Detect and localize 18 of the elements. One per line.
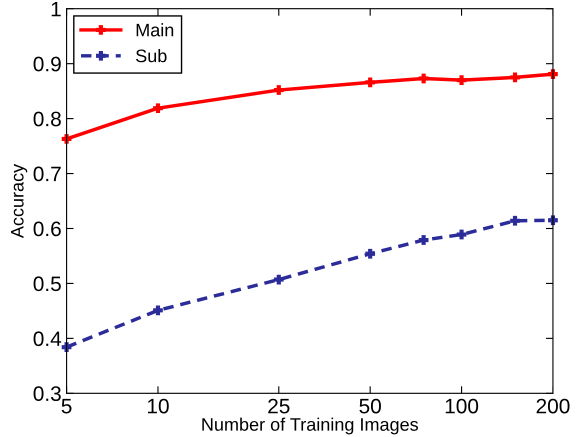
y-axis-title: Accuracy xyxy=(11,164,28,238)
x-tick-label: 50 xyxy=(359,398,381,414)
legend-label: Sub xyxy=(136,49,167,62)
x-axis-title: Number of Training Images xyxy=(202,418,418,434)
y-tick-label: 0.5 xyxy=(34,276,61,292)
y-tick-label: 0.8 xyxy=(34,112,61,126)
y-tick-label: 0.9 xyxy=(34,56,61,72)
y-tick-label: 0.6 xyxy=(34,221,61,236)
y-tick-label: 0.3 xyxy=(34,386,61,402)
y-tick-label: 1 xyxy=(52,2,61,16)
x-tick-label: 5 xyxy=(62,398,72,414)
legend-label: Main xyxy=(136,23,174,36)
y-tick-label: 0.7 xyxy=(34,166,61,182)
x-tick-label: 100 xyxy=(446,398,478,414)
x-tick-label: 25 xyxy=(268,398,290,414)
y-tick-label: 0.4 xyxy=(34,331,62,346)
x-tick-label: 200 xyxy=(536,398,570,414)
x-tick-label: 10 xyxy=(148,398,169,414)
